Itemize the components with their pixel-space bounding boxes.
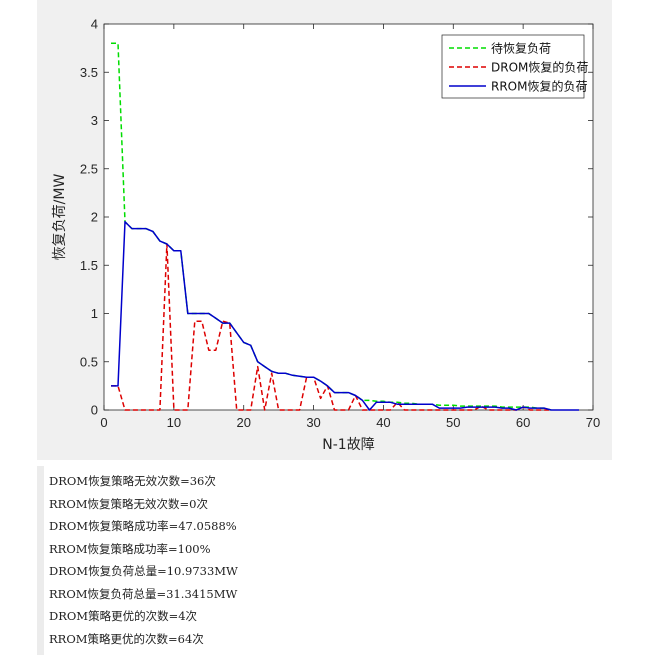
x-tick-label: 20 — [236, 415, 250, 430]
console-line: RROM策略更优的次数=64次 — [49, 631, 204, 646]
line-chart: 0 10 20 30 40 50 60 70 0 0.5 1 1.5 2 2.5 3 3.5 4 N-1故障 恢复负… — [51, 17, 600, 454]
console-line: DROM恢复策略无效次数=36次 — [49, 474, 216, 488]
x-tick-label: 10 — [167, 415, 181, 430]
y-tick-label: 1.5 — [80, 258, 98, 273]
legend-box — [441, 34, 585, 99]
y-tick-label: 0.5 — [80, 354, 98, 369]
console-line: DROM恢复策略成功率=47.0588% — [49, 519, 237, 533]
y-tick-label: 0 — [91, 403, 98, 418]
x-tick-label: 0 — [100, 415, 107, 430]
console-line: RROM恢复策略无效次数=0次 — [49, 496, 208, 511]
console-line: DROM恢复负荷总量=10.9733MW — [49, 564, 238, 578]
x-tick-label: 40 — [376, 415, 390, 430]
legend-entry: 待恢复负荷 — [491, 42, 551, 56]
x-tick-label: 60 — [516, 415, 530, 430]
x-tick-label: 30 — [306, 415, 320, 430]
console-line: RROM恢复负荷总量=31.3415MW — [49, 586, 238, 601]
y-tick-label: 3 — [91, 113, 98, 128]
y-tick-label: 4 — [91, 17, 98, 32]
series-line-1 — [111, 243, 552, 411]
x-tick-label: 70 — [586, 415, 600, 430]
y-tick-label: 3.5 — [80, 65, 98, 80]
matlab-figure: 0 10 20 30 40 50 60 70 0 0.5 1 1.5 2 2.5 3 3.5 4 N-1故障 恢复负… — [37, 0, 612, 460]
console-line: RROM恢复策略成功率=100% — [49, 541, 211, 556]
legend-entry: DROM恢复的负荷 — [491, 60, 588, 75]
legend-entry: RROM恢复的负荷 — [491, 79, 587, 94]
command-window-output: DROM恢复策略无效次数=36次 RROM恢复策略无效次数=0次 DROM恢复策… — [37, 466, 612, 655]
y-tick-label: 1 — [91, 306, 98, 321]
x-tick-label: 50 — [446, 415, 460, 430]
y-tick-label: 2.5 — [80, 161, 98, 176]
y-axis-label: 恢复负荷/MW — [51, 174, 68, 261]
x-axis-label: N-1故障 — [322, 437, 374, 453]
series-line-2 — [111, 221, 579, 411]
console-line: DROM策略更优的次数=4次 — [49, 609, 198, 623]
y-tick-label: 2 — [91, 210, 98, 225]
